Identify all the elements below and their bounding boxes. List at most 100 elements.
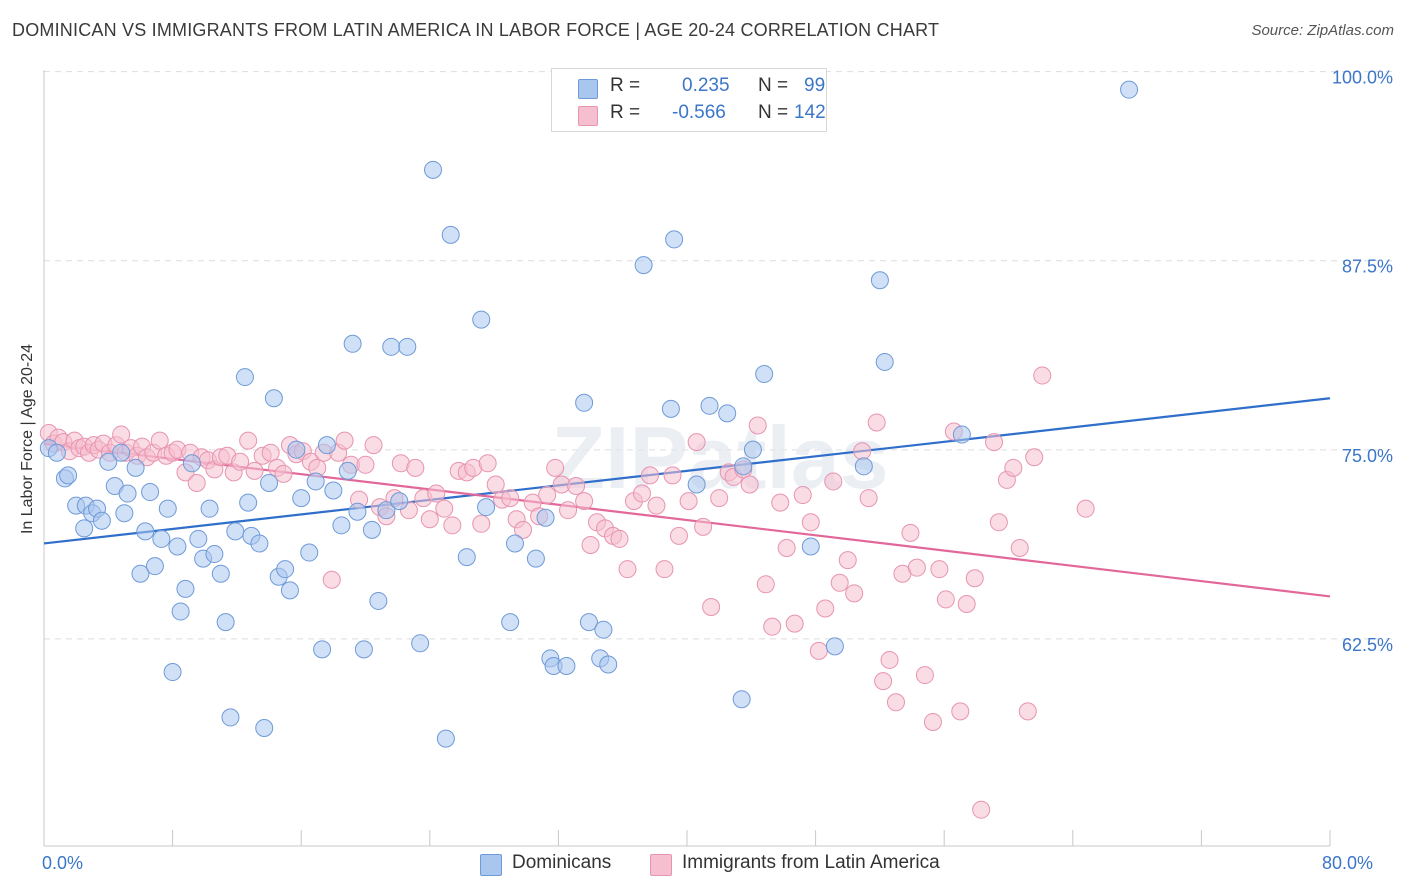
dominicans-point <box>952 425 971 444</box>
y-tick-label: 62.5% <box>1342 635 1393 655</box>
dominicans-point <box>226 522 245 541</box>
dominicans-point <box>870 271 889 290</box>
dominicans-point <box>743 440 762 459</box>
immigrants-point <box>669 526 688 545</box>
dominicans-point <box>332 516 351 535</box>
immigrants-point <box>239 431 258 450</box>
immigrants-point <box>845 584 864 603</box>
legend-r-value: -0.566 <box>672 102 726 123</box>
x-tick-label-max: 80.0% <box>1322 853 1374 873</box>
dominicans-point <box>665 230 684 249</box>
immigrants-point <box>687 433 706 452</box>
immigrants-point <box>546 458 565 477</box>
immigrants-point <box>364 436 383 455</box>
dominicans-point <box>47 443 66 462</box>
immigrants-point <box>793 486 812 505</box>
immigrants-point <box>245 461 264 480</box>
dominicans-point <box>634 256 653 275</box>
y-axis-label: In Labor Force | Age 20-24 <box>19 343 36 535</box>
source-label: Source: ZipAtlas.com <box>1251 22 1394 39</box>
dominicans-point <box>92 511 111 530</box>
dominicans-point <box>362 520 381 539</box>
dominicans-point <box>182 454 201 473</box>
y-axis-label-wrap: In Labor Force | Age 20-24 <box>18 290 38 590</box>
dominicans-point <box>557 656 576 675</box>
dominicans-point <box>145 557 164 576</box>
dominicans-point <box>505 534 524 553</box>
immigrants-point <box>777 539 796 558</box>
immigrants-point <box>930 560 949 579</box>
immigrants-point <box>880 650 899 669</box>
immigrants-point <box>923 712 942 731</box>
immigrants-point <box>478 454 497 473</box>
legend-swatch-blue <box>578 79 598 99</box>
dominicans-point <box>501 613 520 632</box>
dominicans-point <box>354 640 373 659</box>
legend-n-value: 142 <box>794 102 826 123</box>
immigrants-point <box>972 800 991 819</box>
immigrants-point <box>335 431 354 450</box>
dominicans-point <box>579 613 598 632</box>
immigrants-point <box>427 484 446 503</box>
dominicans-point <box>300 543 319 562</box>
immigrants-point <box>647 496 666 515</box>
immigrants-point <box>710 489 729 508</box>
series-swatch-pink <box>650 854 672 876</box>
dominicans-point <box>457 548 476 567</box>
immigrants-point <box>907 558 926 577</box>
dominicans-point <box>436 729 455 748</box>
series-label: Immigrants from Latin America <box>682 852 940 873</box>
immigrants-point <box>486 475 505 494</box>
immigrants-point <box>150 431 169 450</box>
immigrants-point <box>641 466 660 485</box>
dominicans-point <box>317 436 336 455</box>
immigrants-point <box>838 551 857 570</box>
immigrants-point <box>801 513 820 532</box>
immigrants-point <box>1033 366 1052 385</box>
dominicans-point <box>250 534 269 553</box>
dominicans-point <box>348 502 367 521</box>
dominicans-point <box>200 499 219 518</box>
legend-r-label: R = <box>610 102 641 123</box>
immigrants-point <box>867 413 886 432</box>
dominicans-point <box>141 483 160 502</box>
dominicans-point <box>126 458 145 477</box>
dominicans-point <box>424 160 443 179</box>
dominicans-point <box>472 310 491 329</box>
dominicans-point <box>136 522 155 541</box>
dominicans-point <box>526 549 545 568</box>
dominicans-point <box>118 484 137 503</box>
series-swatch-blue <box>480 854 502 876</box>
legend-r-label: R = <box>610 75 641 96</box>
dominicans-point <box>338 461 357 480</box>
immigrants-point <box>740 475 759 494</box>
x-tick-label-min: 0.0% <box>42 853 84 873</box>
dominicans-point <box>189 529 208 548</box>
dominicans-point <box>661 399 680 418</box>
immigrants-point <box>936 590 955 609</box>
immigrants-point <box>420 510 439 529</box>
immigrants-point <box>514 520 533 539</box>
dominicans-point <box>700 396 719 415</box>
immigrants-point <box>356 455 375 474</box>
dominicans-point <box>292 489 311 508</box>
legend-n-label: N = <box>758 75 789 96</box>
immigrants-point <box>567 476 586 495</box>
immigrants-point <box>322 570 341 589</box>
dominicans-point <box>115 504 134 523</box>
immigrants-point <box>187 473 206 492</box>
dominicans-point <box>287 440 306 459</box>
dominicans-point <box>1120 80 1139 99</box>
immigrants-point <box>874 672 893 691</box>
immigrants-point <box>859 489 878 508</box>
dominicans-point <box>158 499 177 518</box>
immigrants-point <box>632 484 651 503</box>
immigrants-point <box>274 464 293 483</box>
immigrants-point <box>610 529 629 548</box>
dominicans-point <box>306 472 325 491</box>
dominicans-point <box>205 545 224 564</box>
dominicans-point <box>536 508 555 527</box>
immigrants-point <box>965 569 984 588</box>
y-tick-label: 100.0% <box>1332 68 1393 88</box>
correlation-legend: R = 0.235 N = 99 R = -0.566 N = 142 <box>551 68 827 132</box>
